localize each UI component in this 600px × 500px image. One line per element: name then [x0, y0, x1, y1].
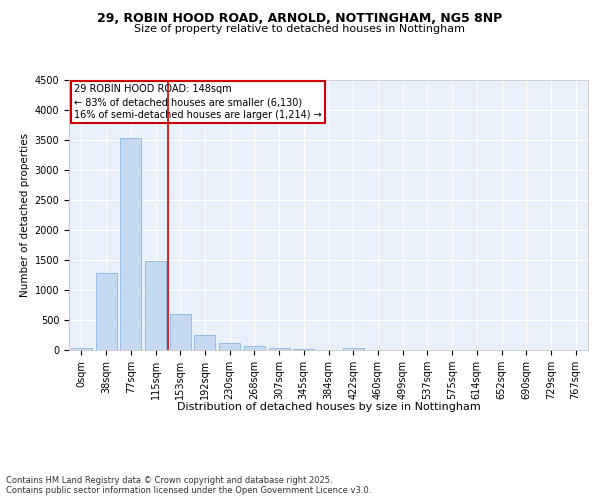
Text: 29, ROBIN HOOD ROAD, ARNOLD, NOTTINGHAM, NG5 8NP: 29, ROBIN HOOD ROAD, ARNOLD, NOTTINGHAM,…: [97, 12, 503, 26]
Bar: [95, 273, 116, 350]
Text: Contains HM Land Registry data © Crown copyright and database right 2025.
Contai: Contains HM Land Registry data © Crown c…: [6, 476, 371, 495]
Y-axis label: Number of detached properties: Number of detached properties: [20, 133, 31, 297]
Text: 29 ROBIN HOOD ROAD: 148sqm
← 83% of detached houses are smaller (6,130)
16% of s: 29 ROBIN HOOD ROAD: 148sqm ← 83% of deta…: [74, 84, 322, 120]
Bar: [170, 314, 191, 350]
Bar: [71, 348, 92, 350]
Bar: [120, 138, 141, 350]
X-axis label: Distribution of detached houses by size in Nottingham: Distribution of detached houses by size …: [176, 402, 481, 412]
Bar: [194, 336, 215, 350]
Bar: [343, 348, 364, 350]
Text: Size of property relative to detached houses in Nottingham: Size of property relative to detached ho…: [134, 24, 466, 34]
Bar: [293, 349, 314, 350]
Bar: [269, 348, 290, 350]
Bar: [244, 346, 265, 350]
Bar: [145, 260, 166, 350]
Bar: [219, 343, 240, 350]
